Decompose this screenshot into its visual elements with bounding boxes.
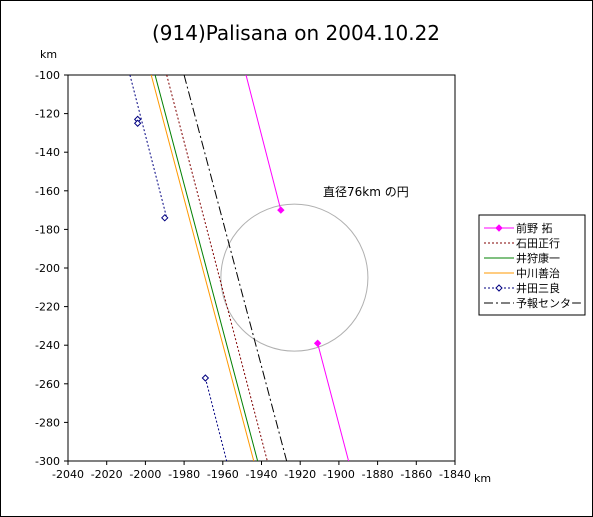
x-tick-label: -1960 <box>207 468 239 481</box>
series-line <box>317 343 350 461</box>
y-tick-label: -100 <box>35 69 60 82</box>
series-layer <box>129 75 350 461</box>
data-point <box>161 214 169 222</box>
data-point <box>133 119 142 127</box>
y-tick-label: -260 <box>35 378 60 391</box>
y-tick-label: -160 <box>35 185 60 198</box>
x-tick-label: -1880 <box>362 468 394 481</box>
x-axis-unit: km <box>474 472 491 485</box>
series-line <box>129 75 168 218</box>
legend-marker <box>495 224 503 232</box>
data-point <box>277 206 285 214</box>
circle-layer <box>220 203 369 352</box>
series-line <box>166 75 268 461</box>
series-line <box>154 75 259 461</box>
x-tick-label: -1840 <box>439 468 471 481</box>
legend-label: 石田正行 <box>516 237 560 250</box>
legend-label: 中川善治 <box>516 266 560 280</box>
legend-box <box>478 214 586 316</box>
y-tick-label: -180 <box>35 223 60 236</box>
y-tick-label: -140 <box>35 146 60 159</box>
y-tick-label: -240 <box>35 339 60 352</box>
chart-title: (914)Palisana on 2004.10.22 <box>152 21 440 45</box>
y-tick-label: -280 <box>35 416 60 429</box>
legend-label: 予報センター <box>516 297 582 310</box>
y-tick-label: -300 <box>35 455 60 468</box>
y-tick-label: -200 <box>35 262 60 275</box>
x-tick-label: -1900 <box>323 468 355 481</box>
legend-label: 井田三良 <box>516 281 560 295</box>
plot-area <box>67 74 456 462</box>
diameter-circle <box>220 203 369 352</box>
series-line <box>183 75 288 461</box>
data-point <box>201 374 210 382</box>
x-tick-label: -2020 <box>91 468 123 481</box>
x-tick-label: -2000 <box>129 468 161 481</box>
series-line <box>150 75 255 461</box>
marker-layer <box>133 115 322 382</box>
x-tick-label: -1980 <box>168 468 200 481</box>
y-tick-label: -120 <box>35 108 60 121</box>
y-tick-label: -220 <box>35 301 60 314</box>
data-point <box>313 339 322 347</box>
legend-label: 井狩康一 <box>516 251 560 265</box>
axis-ticks: -2040 -2020 -2000 -1980 -1960 -1940 -1920 -1900… <box>35 69 471 481</box>
legend-marker <box>495 284 503 292</box>
y-axis-unit: km <box>40 48 57 61</box>
legend-label: 前野 拓 <box>516 221 553 235</box>
x-tick-label: -1940 <box>246 468 278 481</box>
x-tick-label: -2040 <box>52 468 84 481</box>
circle-annotation: 直径76km の円 <box>323 185 409 199</box>
series-line <box>245 75 282 211</box>
x-tick-label: -1920 <box>284 468 316 481</box>
x-tick-label: -1860 <box>400 468 432 481</box>
